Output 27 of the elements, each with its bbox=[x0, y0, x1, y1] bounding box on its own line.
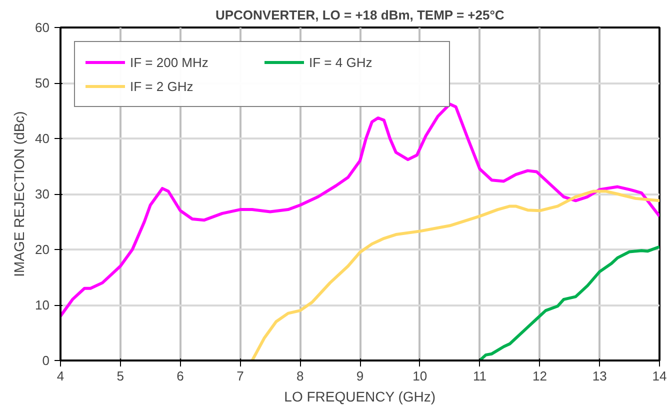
line-series bbox=[478, 245, 660, 360]
x-tick-label: 10 bbox=[412, 368, 428, 384]
y-tick-label: 0 bbox=[42, 353, 50, 368]
x-tick-label: 7 bbox=[236, 368, 244, 384]
x-tick-label: 13 bbox=[592, 368, 607, 384]
x-tick-label: 12 bbox=[532, 368, 547, 384]
y-tick-label: 50 bbox=[35, 76, 50, 90]
chart-title: UPCONVERTER, LO = +18 dBm, TEMP = +25°C bbox=[215, 8, 505, 22]
x-axis-title: LO FREQUENCY (GHz) bbox=[284, 388, 436, 404]
x-tick-label: 11 bbox=[473, 368, 487, 384]
x-tick-label: 14 bbox=[652, 368, 667, 384]
legend-label: IF = 200 MHz bbox=[130, 54, 210, 70]
x-tick-label: 4 bbox=[56, 368, 64, 384]
x-tick-label: 5 bbox=[116, 368, 124, 384]
x-tick-label: 8 bbox=[296, 368, 304, 384]
legend-label: IF = 2 GHz bbox=[130, 78, 194, 94]
y-tick-label: 20 bbox=[35, 242, 50, 257]
line-series bbox=[250, 190, 660, 360]
x-tick-label: 6 bbox=[176, 368, 184, 384]
y-tick-label: 40 bbox=[35, 131, 50, 146]
x-tick-label: 9 bbox=[356, 368, 364, 384]
y-tick-label: 30 bbox=[35, 186, 50, 202]
y-tick-label: 10 bbox=[35, 298, 50, 312]
y-tick-label: 60 bbox=[35, 20, 50, 35]
y-axis-title: IMAGE REJECTION (dBc) bbox=[11, 111, 28, 277]
legend-label: IF = 4 GHz bbox=[309, 54, 374, 70]
line-series bbox=[60, 102, 660, 318]
